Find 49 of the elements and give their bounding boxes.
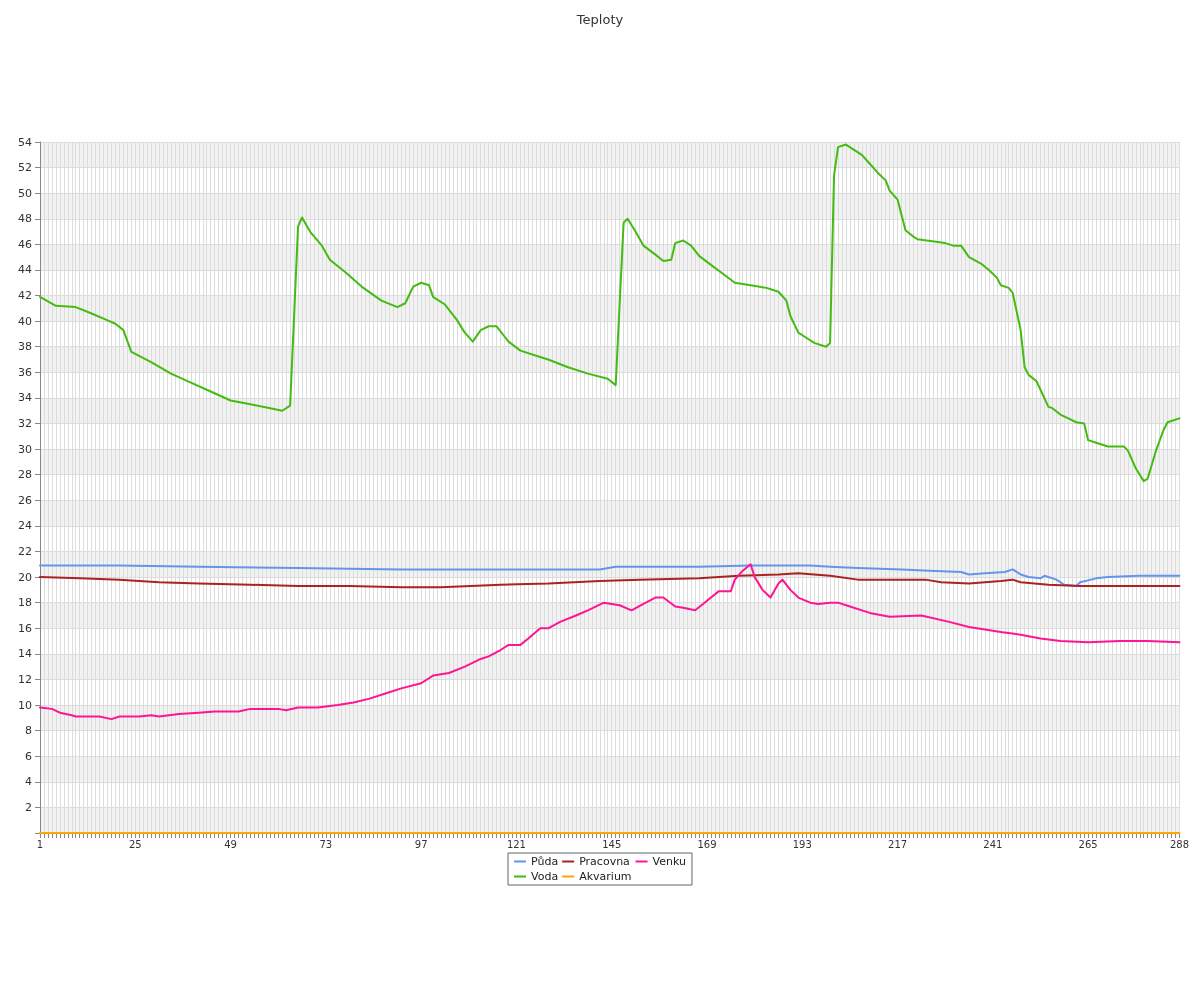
legend-label: Pracovna <box>579 855 630 868</box>
y-tick-label: 22 <box>18 544 32 558</box>
y-tick-label: 8 <box>25 724 32 738</box>
x-tick-label: 73 <box>319 838 333 850</box>
legend-label: Voda <box>531 870 559 883</box>
y-tick-label: 2 <box>25 800 32 814</box>
y-tick-label: 6 <box>25 749 32 763</box>
y-tick-label: 24 <box>18 519 32 533</box>
x-tick-label: 193 <box>792 838 812 850</box>
y-tick-label: 4 <box>25 775 32 789</box>
x-tick-label: 241 <box>983 838 1003 850</box>
y-tick-label: 42 <box>18 289 32 303</box>
y-tick-label: 40 <box>18 314 32 328</box>
y-tick-label: 36 <box>18 365 32 379</box>
line-series <box>39 563 1181 721</box>
y-tick-label: 12 <box>18 672 32 686</box>
y-tick-label: 30 <box>18 442 32 456</box>
y-tick-label: 50 <box>18 186 32 200</box>
y-tick-label: 44 <box>18 263 32 277</box>
y-tick-label: 28 <box>18 468 32 482</box>
y-tick-label: 26 <box>18 493 32 507</box>
y-tick-label: 34 <box>18 391 32 405</box>
line-series <box>39 572 1181 589</box>
x-tick-label: 288 <box>1169 838 1189 850</box>
line-series <box>39 564 1181 588</box>
y-tick-label: 48 <box>18 212 32 226</box>
legend-label: Akvarium <box>579 870 632 883</box>
chart-title: Teploty <box>575 12 624 27</box>
x-tick-label: 25 <box>128 838 142 850</box>
y-tick-label: 46 <box>18 237 32 251</box>
legend-label: Půda <box>531 855 559 868</box>
y-tick-label: 54 <box>18 135 32 149</box>
y-tick-label: 18 <box>18 596 32 610</box>
x-tick-label: 1 <box>36 838 44 850</box>
x-tick-label: 49 <box>224 838 237 850</box>
y-tick-label: 32 <box>18 417 32 431</box>
x-tick-label: 217 <box>888 838 908 850</box>
y-tick-label: 52 <box>18 161 32 175</box>
y-tick-label: 16 <box>18 621 32 635</box>
y-tick-label: 10 <box>18 698 32 712</box>
y-tick-label: 38 <box>18 340 32 354</box>
legend-label: Venku <box>652 855 686 868</box>
x-tick-label: 169 <box>697 838 717 850</box>
x-tick-label: 121 <box>506 838 526 850</box>
y-tick-label: 14 <box>18 647 32 661</box>
x-tick-label: 97 <box>414 838 428 850</box>
x-tick-label: 265 <box>1078 838 1098 850</box>
x-tick-label: 145 <box>602 838 622 850</box>
y-tick-label: 20 <box>18 570 32 584</box>
